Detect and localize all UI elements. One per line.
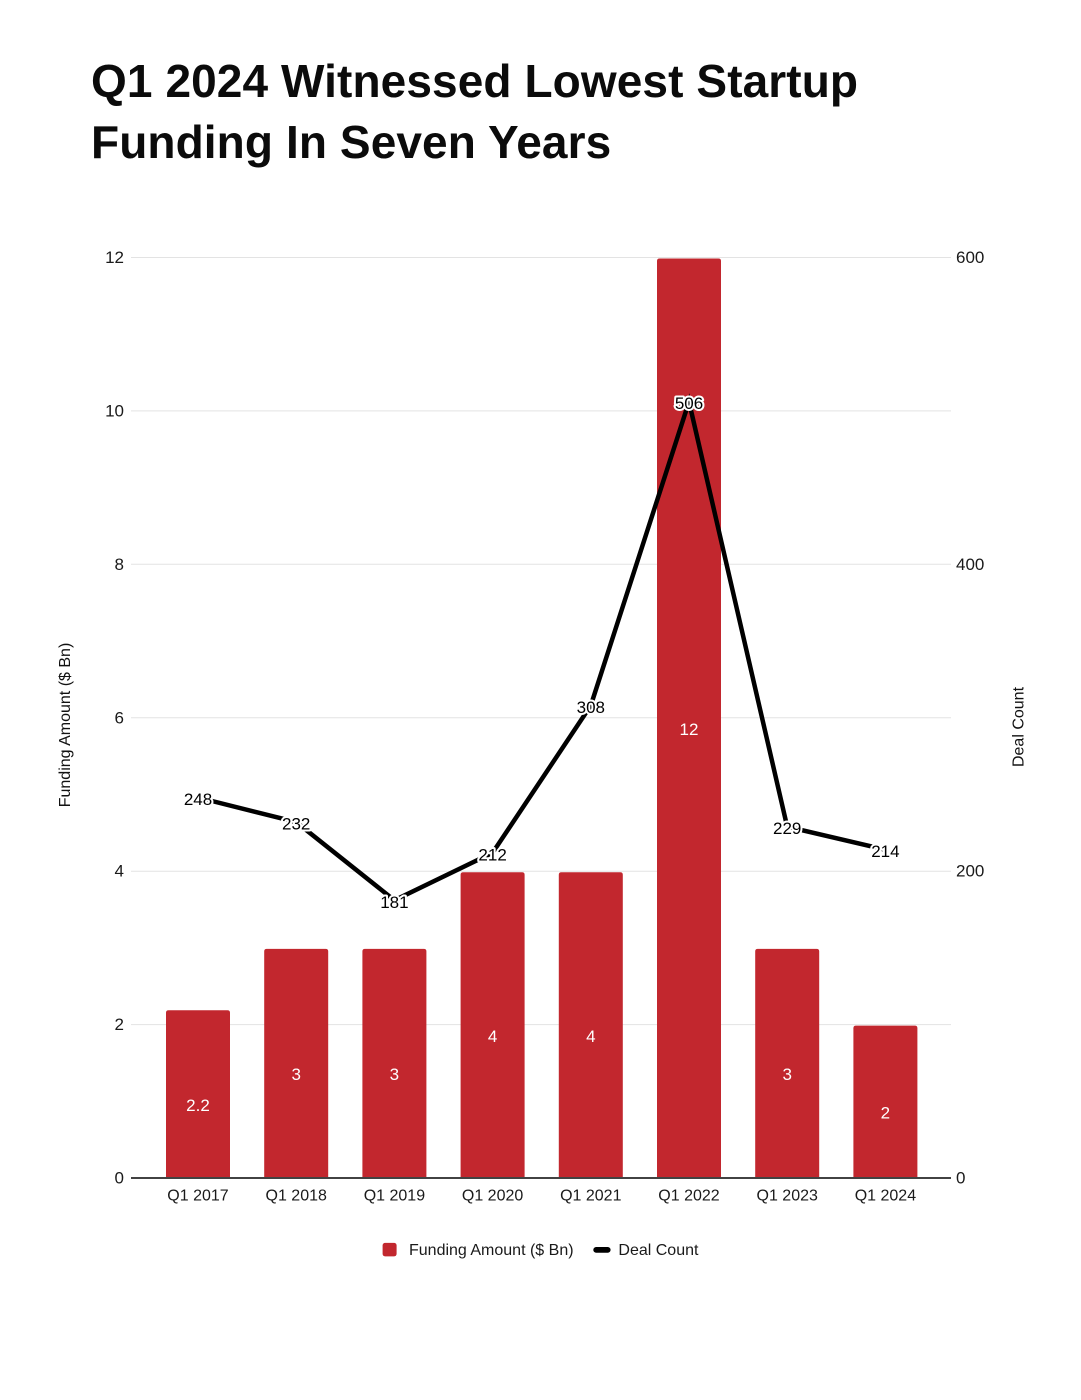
svg-text:8: 8 — [115, 555, 124, 574]
svg-text:10: 10 — [105, 401, 124, 420]
svg-text:Q1 2020: Q1 2020 — [462, 1188, 523, 1205]
svg-text:248: 248 — [184, 790, 212, 809]
svg-text:Q1 2019: Q1 2019 — [364, 1188, 425, 1205]
svg-text:400: 400 — [956, 555, 984, 574]
svg-text:3: 3 — [390, 1065, 399, 1084]
svg-text:600: 600 — [956, 248, 984, 267]
svg-text:6: 6 — [115, 708, 124, 727]
svg-text:212: 212 — [478, 845, 506, 864]
svg-text:Funding Amount ($ Bn): Funding Amount ($ Bn) — [409, 1242, 574, 1259]
svg-text:Q1 2024: Q1 2024 — [855, 1188, 916, 1205]
svg-text:12: 12 — [105, 248, 124, 267]
svg-text:200: 200 — [956, 862, 984, 881]
svg-text:Deal Count: Deal Count — [1011, 686, 1028, 767]
svg-text:0: 0 — [115, 1169, 124, 1188]
svg-text:4: 4 — [115, 862, 124, 881]
svg-text:2: 2 — [115, 1015, 124, 1034]
svg-text:Funding Amount ($ Bn): Funding Amount ($ Bn) — [57, 643, 74, 808]
svg-text:Q1 2017: Q1 2017 — [167, 1188, 228, 1205]
svg-text:3: 3 — [782, 1065, 791, 1084]
svg-text:214: 214 — [871, 842, 899, 861]
svg-text:0: 0 — [956, 1169, 965, 1188]
svg-text:2.2: 2.2 — [186, 1096, 210, 1115]
svg-text:506: 506 — [675, 394, 703, 413]
svg-text:12: 12 — [680, 720, 699, 739]
svg-text:Q1 2023: Q1 2023 — [757, 1188, 818, 1205]
svg-text:4: 4 — [586, 1027, 595, 1046]
svg-text:Q1 2018: Q1 2018 — [266, 1188, 327, 1205]
svg-text:229: 229 — [773, 819, 801, 838]
svg-text:2: 2 — [881, 1104, 890, 1123]
svg-text:3: 3 — [291, 1065, 300, 1084]
svg-text:308: 308 — [577, 698, 605, 717]
svg-text:Q1 2021: Q1 2021 — [560, 1188, 621, 1205]
svg-text:Deal Count: Deal Count — [618, 1242, 699, 1259]
svg-text:181: 181 — [380, 893, 408, 912]
svg-text:Q1 2022: Q1 2022 — [658, 1188, 719, 1205]
svg-text:4: 4 — [488, 1027, 497, 1046]
svg-text:232: 232 — [282, 815, 310, 834]
